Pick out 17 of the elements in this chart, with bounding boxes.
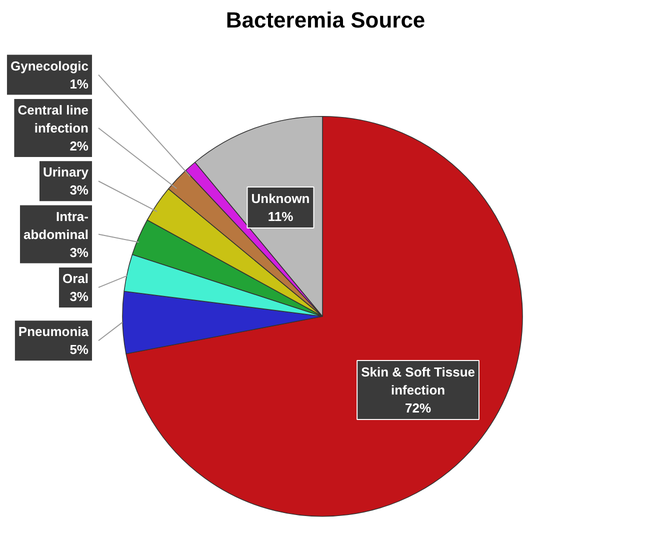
slice-label: Unknown bbox=[251, 191, 310, 206]
data-label: 5% bbox=[70, 342, 89, 358]
slice-label: Pneumonia bbox=[18, 324, 90, 340]
data-label: 3% bbox=[70, 244, 89, 260]
slice-label: Oral bbox=[62, 270, 89, 286]
slice-label: Gynecologic bbox=[10, 58, 89, 74]
data-label: 72% bbox=[405, 400, 432, 416]
data-label: 1% bbox=[70, 76, 89, 92]
slice-label: Urinary bbox=[42, 164, 90, 180]
slice-label: Intra- abdominal bbox=[23, 208, 89, 242]
data-label: 3% bbox=[70, 182, 89, 198]
data-label: 11% bbox=[268, 209, 294, 224]
data-label: 2% bbox=[70, 138, 89, 154]
slice-label: Skin & Soft Tissue infection bbox=[361, 364, 475, 398]
chart-title: Bacteremia Source bbox=[226, 8, 426, 32]
slice-label: Central line infection bbox=[18, 102, 89, 136]
data-label: 3% bbox=[70, 288, 89, 304]
